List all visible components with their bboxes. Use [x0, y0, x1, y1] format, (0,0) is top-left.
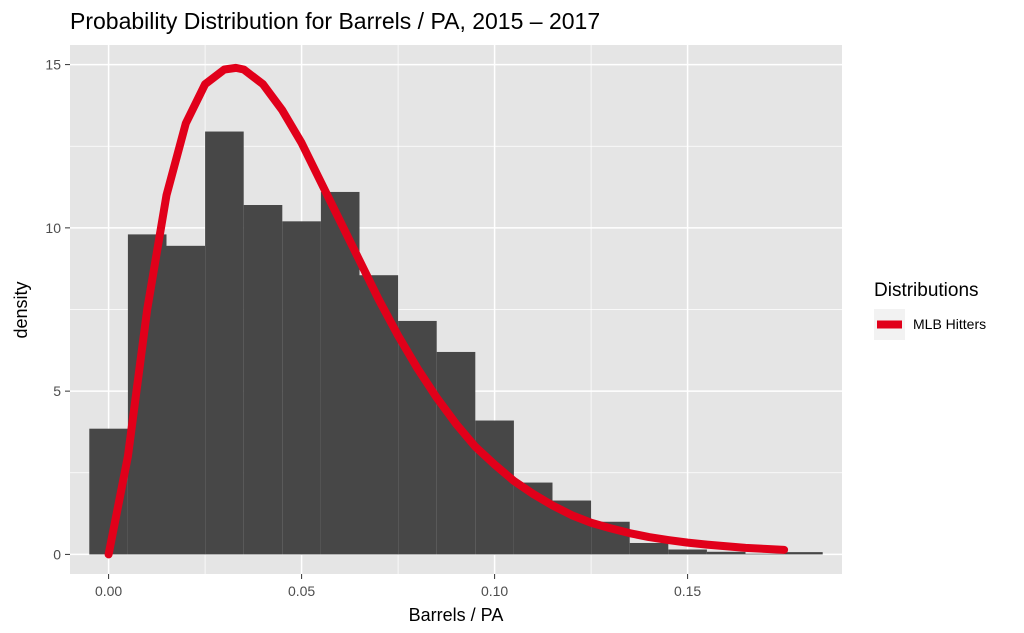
histogram-bar — [475, 420, 514, 555]
x-tick-label: 0.05 — [288, 583, 315, 599]
y-tick-label: 10 — [45, 220, 61, 236]
histogram-bar — [398, 320, 437, 555]
histogram-bar — [745, 553, 785, 555]
y-tick-label: 0 — [53, 546, 61, 562]
y-tick-label: 5 — [53, 383, 61, 399]
x-axis: 0.00 0.05 0.10 0.15 — [95, 574, 701, 599]
histogram-bar — [706, 551, 746, 555]
x-tick-label: 0.00 — [95, 583, 122, 599]
histogram-bar — [784, 552, 823, 555]
histogram-bar — [436, 351, 476, 555]
chart-title: Probability Distribution for Barrels / P… — [70, 8, 600, 34]
y-axis-title: density — [11, 281, 31, 338]
histogram-bar — [282, 221, 321, 555]
density-curve — [104, 63, 789, 559]
legend-title: Distributions — [874, 280, 979, 301]
histogram-bar — [629, 542, 669, 555]
histogram-bar — [166, 245, 206, 555]
x-axis-title: Barrels / PA — [409, 605, 504, 625]
x-tick-label: 0.15 — [674, 583, 701, 599]
legend-label-mlb-hitters: MLB Hitters — [913, 316, 986, 332]
legend: Distributions MLB Hitters — [874, 280, 986, 340]
mlb-hitters-curve — [104, 63, 789, 559]
histogram-bar — [243, 205, 283, 555]
x-tick-label: 0.10 — [481, 583, 508, 599]
y-tick-label: 15 — [45, 57, 61, 73]
y-axis: 0 5 10 15 — [45, 57, 70, 562]
histogram-bar — [205, 131, 244, 555]
histogram-bar — [668, 549, 707, 555]
histogram-bars — [89, 131, 823, 555]
